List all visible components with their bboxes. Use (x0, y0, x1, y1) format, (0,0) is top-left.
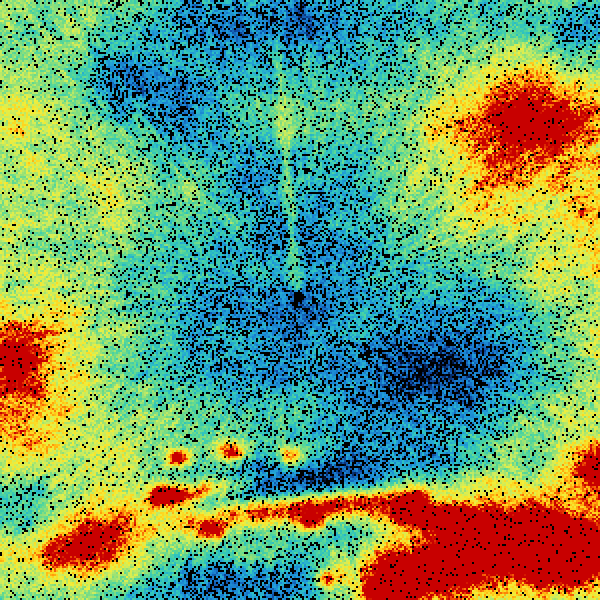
image-viewport: False-Color Intensity Map Pixelated fals… (0, 0, 600, 600)
false-color-heatmap-canvas (0, 0, 600, 600)
